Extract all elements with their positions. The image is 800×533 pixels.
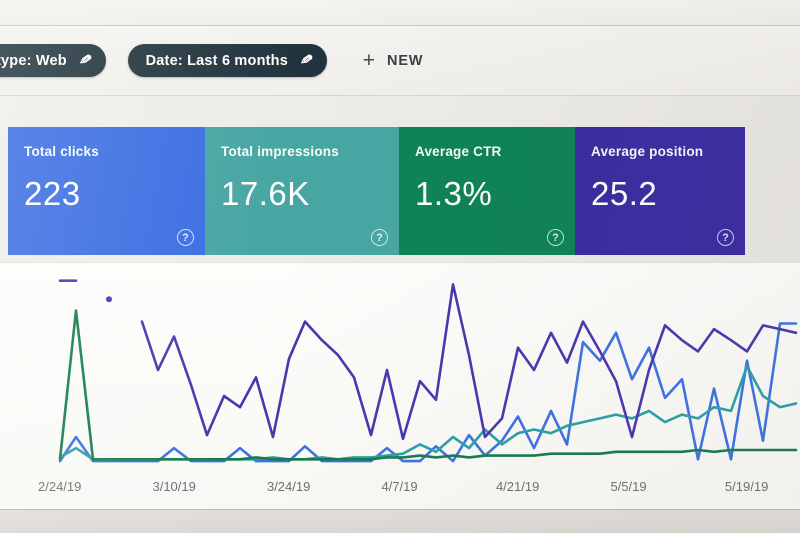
metric-cards-row: Total clicks 223 ? Total impressions 17.…	[8, 127, 800, 255]
filter-toolbar: type: Web ✎ Date: Last 6 months ✎ + NEW	[0, 26, 800, 96]
average-ctr-card[interactable]: Average CTR 1.3% ?	[399, 127, 575, 255]
window-bottom-strip	[0, 510, 800, 533]
card-value: 17.6K	[221, 175, 310, 212]
card-value: 25.2	[591, 175, 658, 212]
x-axis-tick-label: 4/21/19	[496, 479, 539, 494]
date-range-chip-label: Date: Last 6 months	[145, 52, 288, 69]
card-label: Average CTR	[415, 144, 502, 159]
total-impressions-card[interactable]: Total impressions 17.6K ?	[205, 127, 399, 255]
series-line-impressions	[58, 365, 798, 461]
new-filter-button[interactable]: + NEW	[363, 49, 424, 73]
performance-line-chart: 2/24/19 3/10/19 3/24/19 4/7/19 4/21/19 5/5/19…	[38, 279, 798, 494]
help-icon[interactable]: ?	[717, 229, 734, 246]
help-icon[interactable]: ?	[371, 229, 388, 246]
series-point-position	[106, 296, 112, 303]
card-value: 223	[24, 175, 81, 212]
card-label: Average position	[591, 144, 704, 159]
search-type-chip-label: type: Web	[0, 52, 67, 69]
edit-pencil-icon[interactable]: ✎	[77, 51, 93, 70]
card-label: Total impressions	[221, 144, 339, 159]
new-filter-label: NEW	[387, 52, 424, 69]
total-clicks-card[interactable]: Total clicks 223 ?	[8, 127, 205, 255]
plus-icon: +	[362, 48, 376, 72]
series-line-position	[140, 283, 798, 441]
x-axis-tick-label: 3/10/19	[152, 479, 195, 494]
chart-panel: 2/24/19 3/10/19 3/24/19 4/7/19 4/21/19 5/5/19…	[0, 262, 800, 510]
date-range-chip[interactable]: Date: Last 6 months ✎	[127, 44, 327, 77]
window-top-strip	[0, 0, 800, 26]
series-line-clicks	[58, 322, 798, 463]
edit-pencil-icon[interactable]: ✎	[298, 51, 315, 70]
search-type-chip[interactable]: type: Web ✎	[0, 44, 106, 77]
help-icon[interactable]: ?	[547, 229, 564, 246]
x-axis-tick-label: 2/24/19	[38, 479, 81, 494]
x-axis-tick-label: 5/5/19	[610, 479, 646, 494]
help-icon[interactable]: ?	[177, 229, 194, 246]
average-position-card[interactable]: Average position 25.2 ?	[575, 127, 745, 255]
card-value: 1.3%	[415, 175, 493, 212]
series-line-ctr	[58, 309, 798, 461]
x-axis-tick-label: 3/24/19	[267, 479, 310, 494]
x-axis-tick-label: 4/7/19	[381, 479, 417, 494]
x-axis-tick-label: 5/19/19	[725, 479, 768, 494]
card-label: Total clicks	[24, 144, 99, 159]
